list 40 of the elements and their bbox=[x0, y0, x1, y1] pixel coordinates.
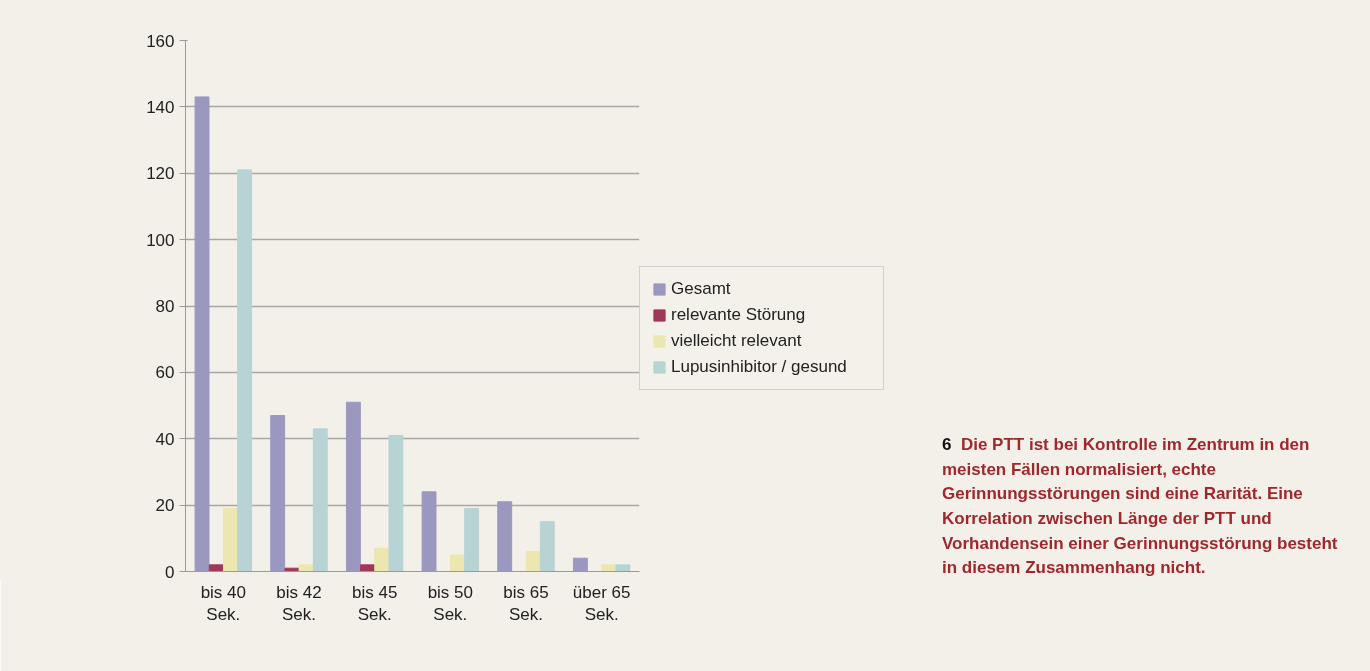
bar bbox=[421, 491, 437, 572]
bar bbox=[360, 564, 376, 572]
bar bbox=[615, 564, 631, 572]
x-tick-label: bis 45 Sek. bbox=[351, 582, 398, 625]
x-tick-label: bis 65 Sek. bbox=[503, 582, 549, 625]
y-tick-label: 60 bbox=[155, 363, 175, 383]
y-tick-label: 0 bbox=[165, 562, 175, 582]
y-tick-label: 100 bbox=[146, 230, 175, 250]
bar bbox=[449, 554, 465, 572]
bar bbox=[298, 564, 314, 572]
bar bbox=[601, 564, 617, 572]
legend-label: relevante Störung bbox=[671, 305, 807, 325]
y-tick-label: 120 bbox=[146, 164, 175, 184]
y-tick-label: 80 bbox=[155, 297, 175, 316]
text: 6 Die PTT ist bei Kontrolle im Zentrum in den meisten Fällen normalisiert, echte Gerinnungsstörungen sind eine Rarität. Eine Korrelation zwischen Länge der PTT und Vorhandensein einer Gerinnungsstörung besteht in diesem Zusammenhang nicht. bbox=[942, 435, 1338, 578]
bar bbox=[312, 428, 328, 572]
bar bbox=[222, 507, 238, 572]
x-tick-label: bis 42 Sek. bbox=[276, 582, 322, 625]
legend-label: Lupusinhibitor / gesund bbox=[671, 357, 848, 377]
y-tick-label: 140 bbox=[146, 97, 175, 117]
bar bbox=[572, 557, 588, 572]
bar bbox=[270, 415, 286, 572]
bar bbox=[464, 507, 480, 572]
bar bbox=[497, 501, 513, 572]
bar bbox=[194, 96, 210, 572]
x-tick-label: bis 40 Sek. bbox=[200, 582, 247, 625]
bar bbox=[374, 547, 390, 572]
y-tick-label: 20 bbox=[155, 496, 175, 516]
bar bbox=[525, 551, 541, 572]
x-tick-label: bis 50 Sek. bbox=[427, 582, 474, 625]
bar bbox=[388, 434, 404, 572]
y-tick-label: 160 bbox=[146, 31, 175, 51]
bar bbox=[539, 521, 555, 572]
bar bbox=[208, 564, 224, 572]
legend-label: vielleicht relevant bbox=[671, 331, 803, 351]
legend-label: Gesamt bbox=[671, 279, 732, 299]
y-tick-label: 40 bbox=[155, 429, 175, 449]
bar bbox=[237, 169, 253, 572]
bar bbox=[345, 401, 361, 572]
x-tick-label: über 65 Sek. bbox=[572, 582, 631, 625]
